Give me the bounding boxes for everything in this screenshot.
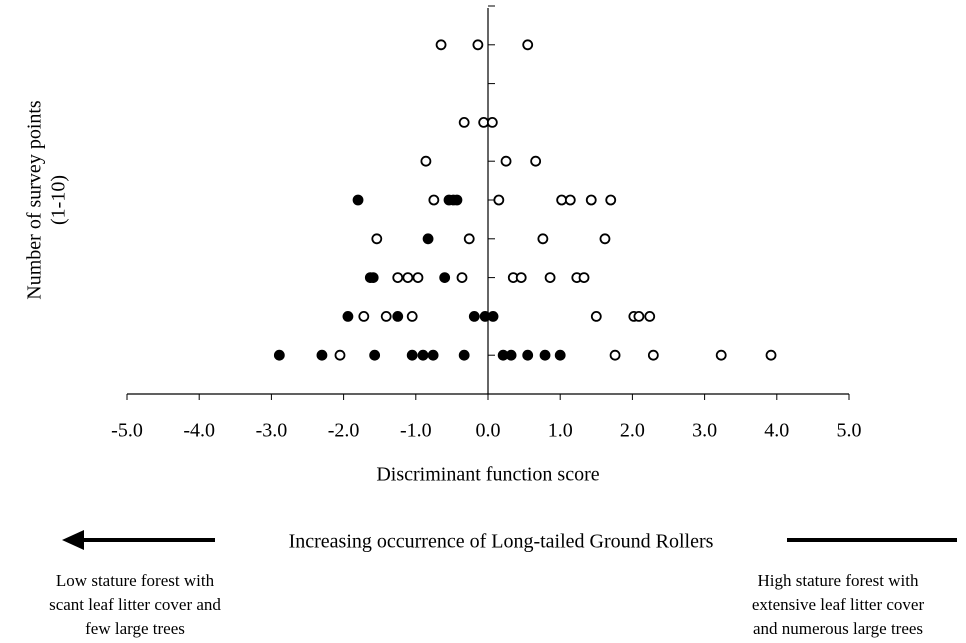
point <box>515 272 527 284</box>
point <box>417 349 429 361</box>
point <box>422 233 434 245</box>
point <box>367 272 379 284</box>
point <box>564 194 576 206</box>
x-tick-label: -2.0 <box>328 420 360 442</box>
point <box>458 117 470 128</box>
point <box>412 272 424 284</box>
point <box>427 349 439 361</box>
point <box>463 233 475 245</box>
x-tick-label: -1.0 <box>400 420 432 442</box>
point <box>609 349 621 361</box>
point <box>539 349 551 361</box>
point <box>585 194 597 206</box>
point <box>352 194 364 206</box>
point <box>493 194 505 206</box>
point <box>472 39 484 51</box>
y-axis-label: Number of survey points <box>24 100 46 300</box>
left-note: Low stature forest with <box>56 571 215 590</box>
point <box>456 272 468 284</box>
point <box>633 310 645 322</box>
x-axis-label: Discriminant function score <box>376 464 599 486</box>
x-tick-label: 0.0 <box>476 420 501 442</box>
point <box>435 39 447 51</box>
left-note: scant leaf litter cover and <box>49 595 221 614</box>
point <box>380 310 392 322</box>
y-axis-label: (1-10) <box>48 175 70 225</box>
point <box>406 349 418 361</box>
left-note: few large trees <box>85 619 185 638</box>
point <box>428 194 440 206</box>
point <box>334 349 346 361</box>
point <box>605 194 617 206</box>
x-tick-label: 1.0 <box>548 420 573 442</box>
point <box>578 272 590 284</box>
point <box>371 233 383 245</box>
point <box>458 349 470 361</box>
point <box>647 349 659 361</box>
x-tick-label: 4.0 <box>764 420 789 442</box>
point <box>505 349 517 361</box>
point <box>500 155 512 167</box>
point <box>644 310 656 322</box>
right-note: High stature forest with <box>758 571 919 590</box>
point <box>420 155 432 167</box>
point <box>358 310 370 322</box>
point <box>392 310 404 322</box>
x-tick-label: 5.0 <box>837 420 862 442</box>
point <box>599 233 611 245</box>
point <box>392 272 404 284</box>
x-tick-label: -3.0 <box>256 420 288 442</box>
point <box>406 310 418 322</box>
arrow-text: Increasing occurrence of Long-tailed Gro… <box>289 531 714 553</box>
point <box>402 272 414 284</box>
point <box>715 349 727 361</box>
right-note: and numerous large trees <box>753 619 923 638</box>
point <box>537 233 549 245</box>
x-tick-label: -4.0 <box>183 420 215 442</box>
point <box>590 310 602 322</box>
point <box>530 155 542 167</box>
point <box>273 349 285 361</box>
point <box>765 349 777 361</box>
point <box>554 349 566 361</box>
point <box>522 349 534 361</box>
point <box>439 272 451 284</box>
point <box>478 117 490 128</box>
point <box>316 349 328 361</box>
point <box>468 310 480 322</box>
x-tick-label: -5.0 <box>111 420 143 442</box>
point <box>342 310 354 322</box>
point <box>522 39 534 51</box>
right-note: extensive leaf litter cover <box>752 595 925 614</box>
x-tick-label: 2.0 <box>620 420 645 442</box>
point <box>487 310 499 322</box>
point <box>451 194 463 206</box>
point <box>486 117 498 128</box>
point <box>544 272 556 284</box>
arrow <box>62 530 957 550</box>
point <box>369 349 381 361</box>
point <box>556 194 568 206</box>
x-tick-label: 3.0 <box>692 420 717 442</box>
